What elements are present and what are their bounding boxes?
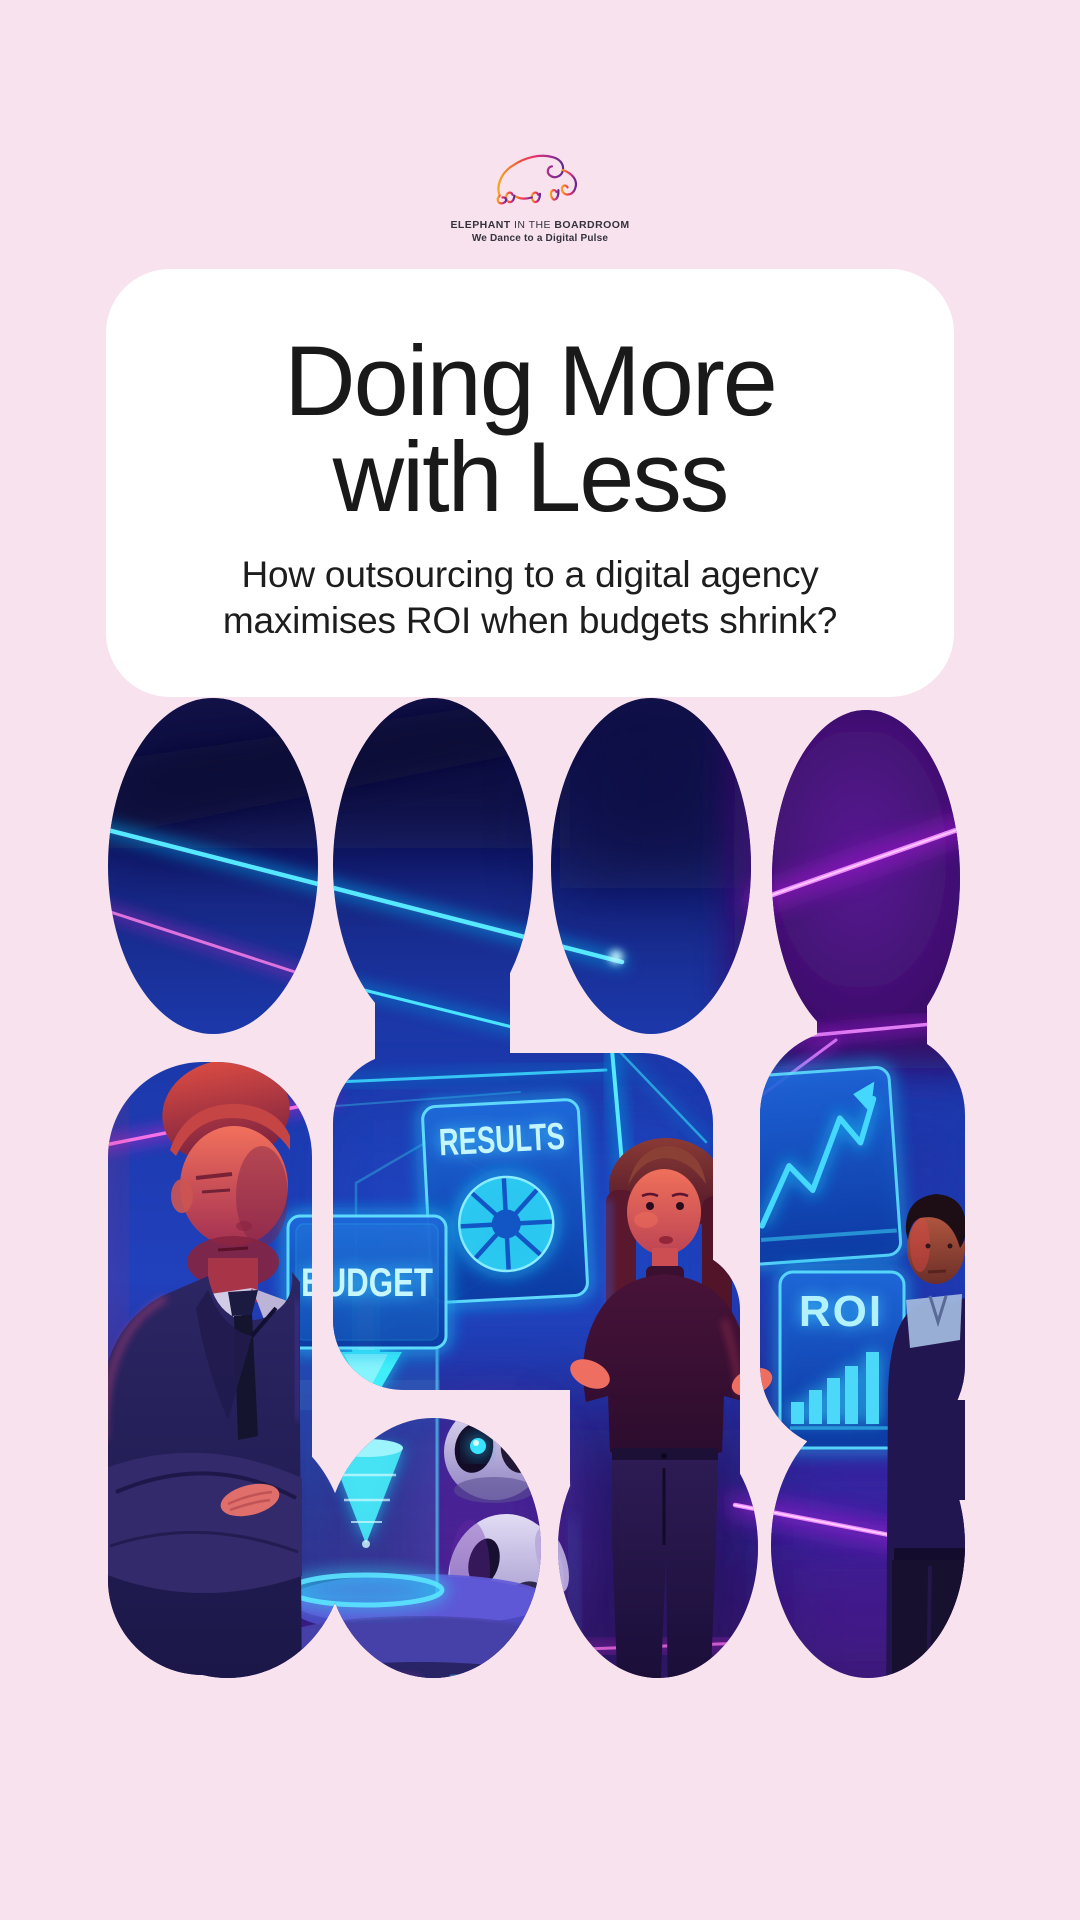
budget-label: BUDGET [301, 1261, 433, 1305]
roi-label: ROI [799, 1287, 883, 1336]
growth-arrow-head [853, 1081, 875, 1114]
results-pie-wheel [454, 1172, 558, 1276]
elephant-line-art [496, 154, 578, 205]
title-line-2: with Less [332, 421, 730, 533]
brand-name-part1: ELEPHANT [450, 219, 511, 231]
presenter-woman [570, 1138, 773, 1678]
roi-bar-chart [790, 1352, 894, 1430]
brand-name: ELEPHANT IN THE BOARDROOM [450, 219, 629, 231]
results-sign: RESULTS RESULTS [418, 1095, 592, 1307]
robot-eye [470, 1438, 486, 1454]
growth-chart-sign [727, 1063, 905, 1269]
title-card: Doing More with Less How outsourcing to a… [106, 269, 954, 697]
page-title: Doing More with Less [106, 331, 954, 526]
elephant-logo-icon [496, 154, 578, 205]
roi-sign: ROI ROI [776, 1268, 908, 1452]
brand-name-part2: IN THE [514, 219, 551, 231]
brand-name-part3: BOARDROOM [554, 219, 630, 231]
subtitle-line-2: maximises ROI when budgets shrink? [222, 599, 838, 641]
brand-tagline: We Dance to a Digital Pulse [471, 233, 609, 244]
results-label-glow: RESULTS [438, 1116, 566, 1165]
collage-scene: RESULTS RESULTS [108, 698, 965, 1678]
results-label: RESULTS [438, 1116, 566, 1165]
businessman-right [886, 1194, 965, 1678]
roi-label-glow: ROI [799, 1287, 883, 1336]
businessman-left [108, 1059, 302, 1678]
growth-arrow-zigzag [759, 1096, 877, 1229]
subtitle-line-1: How outsourcing to a digital agency [241, 554, 819, 596]
budget-sign: BUDGET BUDGET [283, 1211, 451, 1353]
title-line-1: Doing More [284, 325, 778, 436]
page-subtitle: How outsourcing to a digital agency maxim… [106, 552, 954, 643]
woman-left-hand [570, 1359, 610, 1389]
brand-logo: ELEPHANT IN THE BOARDROOM We Dance to a … [0, 148, 1080, 244]
